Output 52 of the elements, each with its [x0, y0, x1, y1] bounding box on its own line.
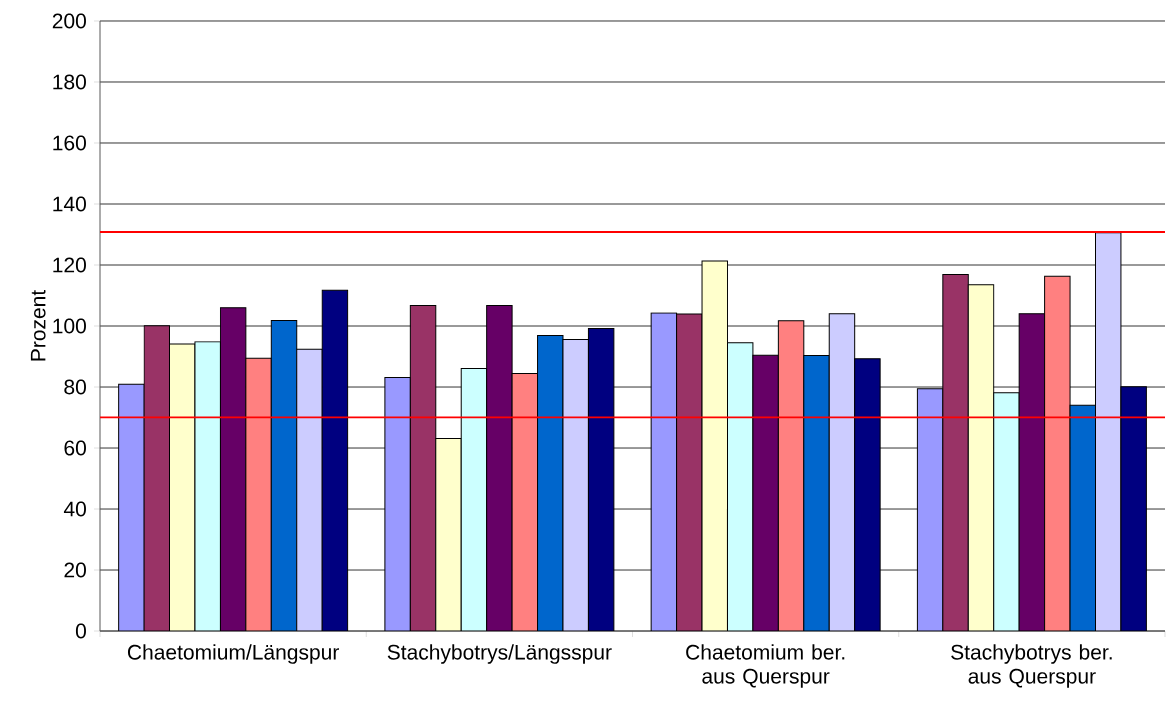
bar — [676, 313, 703, 632]
x-tick-label: Stachybotrys/Längsspur — [387, 644, 612, 664]
bar — [650, 312, 678, 632]
bar — [752, 354, 779, 632]
bar — [701, 260, 728, 632]
bar — [854, 358, 881, 632]
x-tick-label: Chaetomium/Längspur — [127, 644, 339, 664]
bar — [460, 367, 488, 632]
y-tick-label: 180 — [53, 74, 86, 90]
y-tick-label: 60 — [64, 440, 86, 456]
bar — [245, 357, 272, 632]
bar — [321, 289, 349, 632]
y-tick-label: 40 — [63, 501, 86, 517]
y-tick-label: 120 — [53, 257, 86, 273]
bar — [143, 325, 171, 632]
bar — [1069, 404, 1096, 632]
bar — [1044, 275, 1071, 632]
bar — [118, 383, 145, 632]
bar — [384, 377, 411, 632]
bar — [1120, 386, 1147, 632]
bar — [916, 388, 944, 632]
bar — [942, 273, 969, 632]
y-tick-label: 160 — [53, 135, 86, 151]
bar — [486, 305, 513, 632]
y-tick-label: 20 — [64, 562, 86, 578]
bar — [219, 307, 247, 632]
bar — [828, 313, 856, 632]
bar — [511, 373, 539, 632]
bar — [587, 327, 615, 632]
y-axis-title: Prozent — [30, 289, 46, 361]
y-tick-label: 0 — [75, 623, 86, 639]
y-tick-label: 200 — [52, 13, 86, 29]
bar — [296, 348, 323, 632]
bar — [1094, 232, 1122, 632]
bar — [967, 284, 995, 632]
bar — [726, 342, 754, 632]
bar — [270, 320, 298, 632]
bar — [194, 341, 221, 632]
bar — [1018, 313, 1046, 632]
bar — [537, 334, 564, 632]
bar — [777, 320, 805, 632]
x-tick-label: Stachybotrys ber. aus Querspur — [951, 644, 1112, 688]
y-tick-label: 80 — [64, 379, 86, 395]
y-tick-label: 140 — [53, 196, 86, 212]
bar — [993, 392, 1020, 632]
x-tick-label: Chaetomium ber. aus Querspur — [686, 644, 845, 688]
bar — [169, 343, 196, 632]
bar — [803, 355, 830, 632]
y-tick-label: 100 — [53, 318, 86, 334]
bar — [562, 338, 589, 632]
bar — [409, 305, 437, 632]
bar — [435, 438, 462, 632]
